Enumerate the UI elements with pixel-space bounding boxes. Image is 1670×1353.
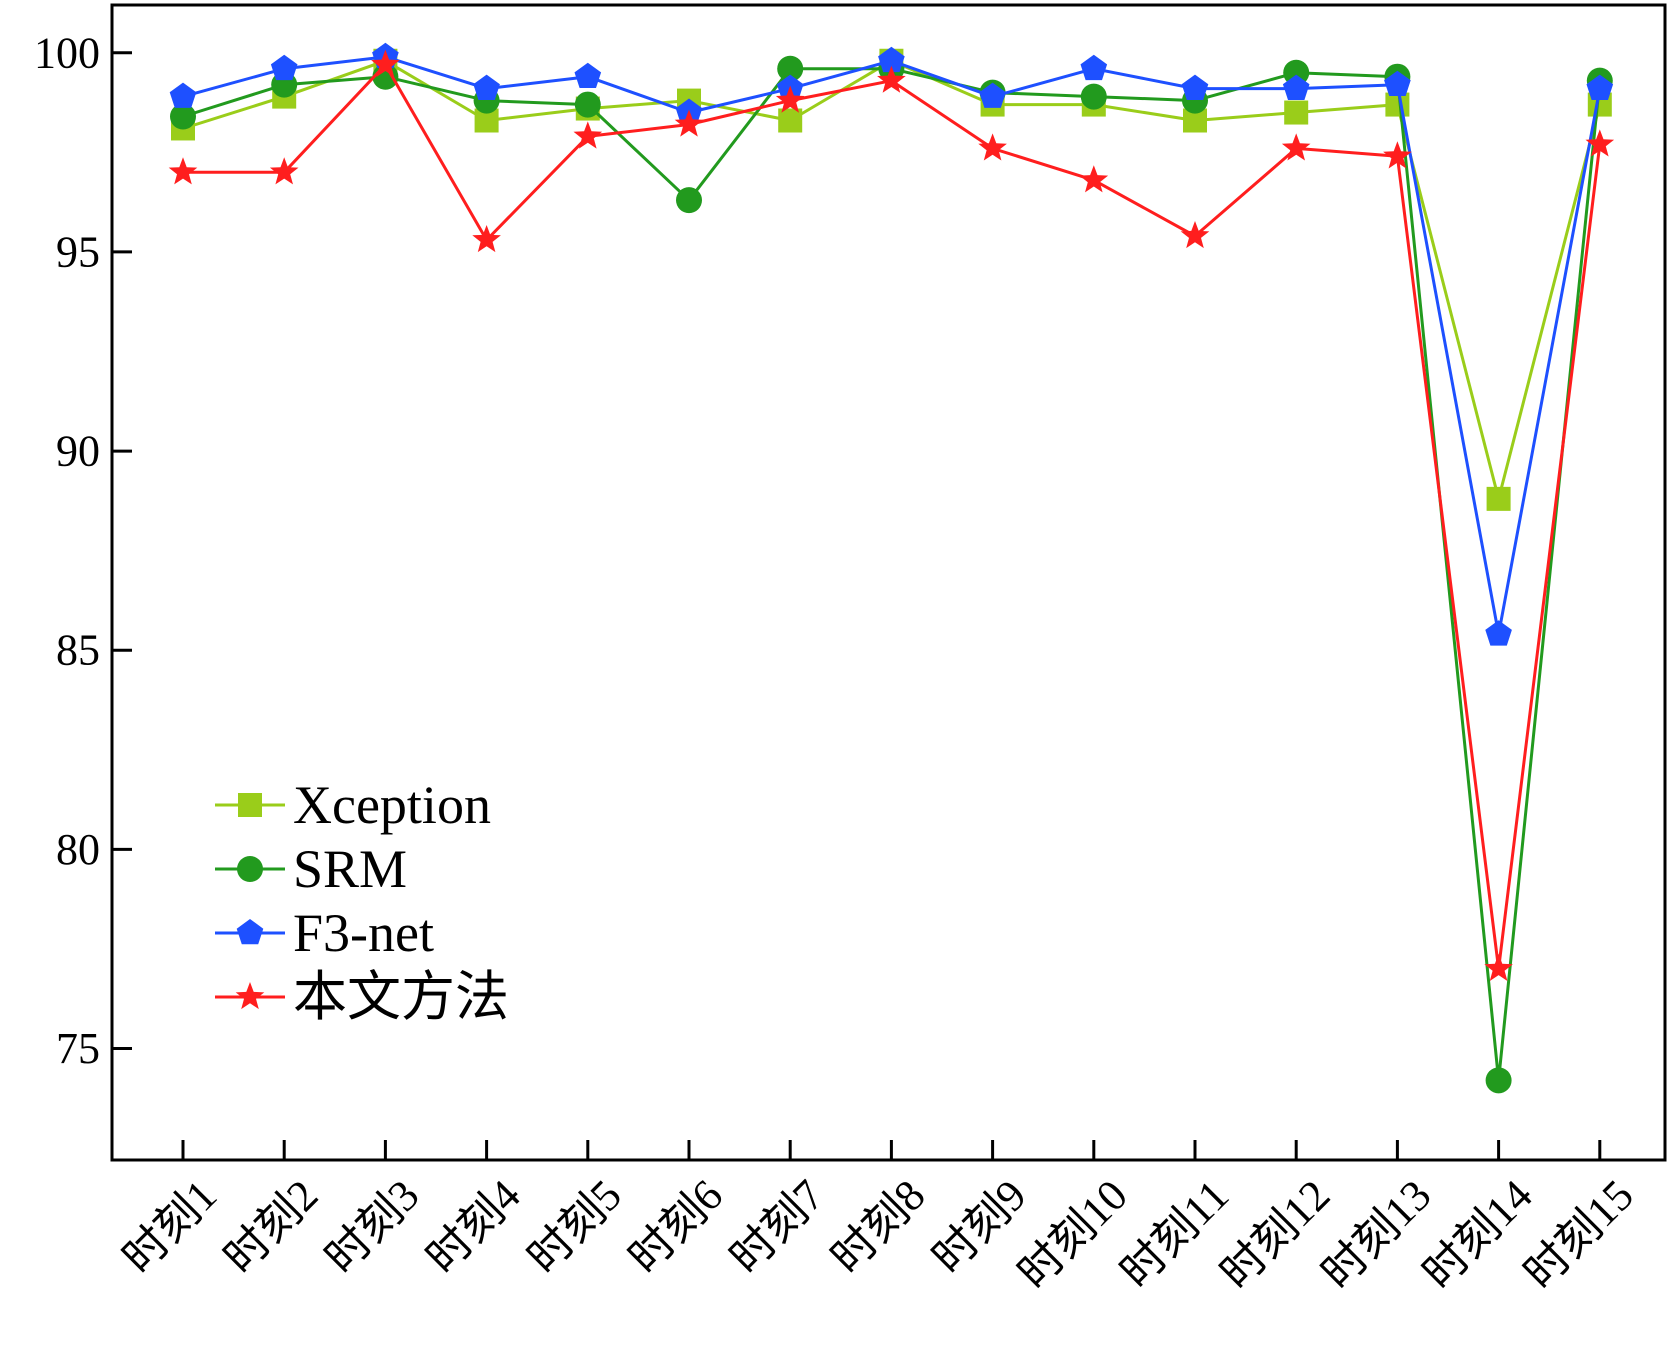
legend-item: 本文方法 bbox=[215, 967, 509, 1027]
y-tick-label: 90 bbox=[56, 427, 100, 476]
data-point bbox=[170, 103, 196, 130]
series-3 bbox=[169, 42, 1614, 646]
data-point bbox=[270, 54, 298, 81]
legend-label: SRM bbox=[293, 839, 407, 899]
data-point bbox=[574, 91, 601, 118]
x-tick-label: 时刻11 bbox=[1111, 1170, 1238, 1297]
data-point bbox=[1484, 953, 1513, 981]
data-point bbox=[676, 187, 702, 214]
data-point bbox=[1080, 83, 1107, 110]
axes-layer: 7580859095100时刻1时刻2时刻3时刻4时刻5时刻6时刻7时刻8时刻9… bbox=[34, 28, 1643, 1298]
legend-marker bbox=[237, 856, 263, 882]
data-point bbox=[1586, 74, 1614, 100]
data-point bbox=[371, 49, 400, 77]
y-tick-label: 85 bbox=[56, 626, 100, 675]
x-tick-label: 时刻4 bbox=[417, 1170, 529, 1282]
x-tick-label: 时刻6 bbox=[620, 1170, 732, 1282]
data-point bbox=[1383, 141, 1412, 169]
data-point bbox=[1385, 92, 1410, 117]
x-tick-label: 时刻15 bbox=[1515, 1170, 1643, 1298]
x-tick-label: 时刻7 bbox=[721, 1170, 833, 1282]
legend-item: F3-net bbox=[215, 903, 434, 963]
x-tick-label: 时刻1 bbox=[114, 1170, 226, 1282]
data-point bbox=[1284, 100, 1309, 125]
data-point bbox=[1079, 165, 1109, 193]
data-point bbox=[472, 225, 501, 253]
data-point bbox=[1080, 54, 1108, 81]
data-point bbox=[1486, 486, 1511, 511]
data-point bbox=[169, 82, 197, 108]
data-point bbox=[1281, 133, 1311, 161]
data-point bbox=[1181, 74, 1209, 100]
y-tick-label: 80 bbox=[56, 825, 100, 874]
data-point bbox=[1282, 74, 1310, 100]
data-point bbox=[979, 82, 1006, 108]
data-point bbox=[877, 65, 906, 93]
data-point bbox=[269, 157, 299, 185]
data-point bbox=[1180, 221, 1210, 249]
legend-label: F3-net bbox=[293, 903, 434, 963]
y-tick-label: 100 bbox=[34, 28, 100, 77]
x-tick-label: 时刻14 bbox=[1414, 1170, 1542, 1298]
data-point bbox=[168, 157, 198, 185]
data-point bbox=[1384, 70, 1411, 96]
x-tick-label: 时刻2 bbox=[215, 1170, 327, 1282]
plot-frame bbox=[110, 3, 1667, 1162]
y-tick-label: 75 bbox=[56, 1024, 100, 1073]
series-1 bbox=[171, 48, 1612, 511]
data-point bbox=[978, 133, 1007, 161]
data-point bbox=[775, 85, 805, 113]
x-tick-label: 时刻12 bbox=[1211, 1170, 1339, 1298]
legend-marker bbox=[238, 793, 262, 817]
legend-marker bbox=[236, 919, 264, 945]
data-point bbox=[573, 121, 603, 149]
legend-item: SRM bbox=[215, 839, 407, 899]
x-tick-label: 时刻3 bbox=[316, 1170, 428, 1282]
series-layer bbox=[168, 42, 1615, 1094]
data-point bbox=[777, 55, 804, 82]
data-point bbox=[473, 74, 500, 100]
series-line bbox=[182, 59, 1602, 501]
legend-marker bbox=[235, 982, 265, 1010]
x-tick-label: 时刻10 bbox=[1009, 1170, 1137, 1298]
series-line bbox=[182, 55, 1602, 636]
data-point bbox=[1283, 59, 1310, 86]
data-point bbox=[878, 46, 905, 73]
legend-label: 本文方法 bbox=[293, 967, 509, 1027]
data-point bbox=[1485, 620, 1512, 646]
x-tick-label: 时刻5 bbox=[519, 1170, 631, 1282]
data-point bbox=[778, 108, 803, 133]
x-tick-label: 时刻8 bbox=[822, 1170, 934, 1282]
data-point bbox=[674, 109, 704, 137]
y-tick-label: 95 bbox=[56, 227, 100, 276]
series-4 bbox=[168, 49, 1615, 981]
legend-label: Xception bbox=[293, 775, 491, 835]
data-point bbox=[1485, 1067, 1512, 1094]
legend-item: Xception bbox=[215, 775, 491, 835]
data-point bbox=[574, 62, 602, 88]
data-point bbox=[1585, 129, 1615, 157]
x-tick-label: 时刻13 bbox=[1313, 1170, 1441, 1298]
